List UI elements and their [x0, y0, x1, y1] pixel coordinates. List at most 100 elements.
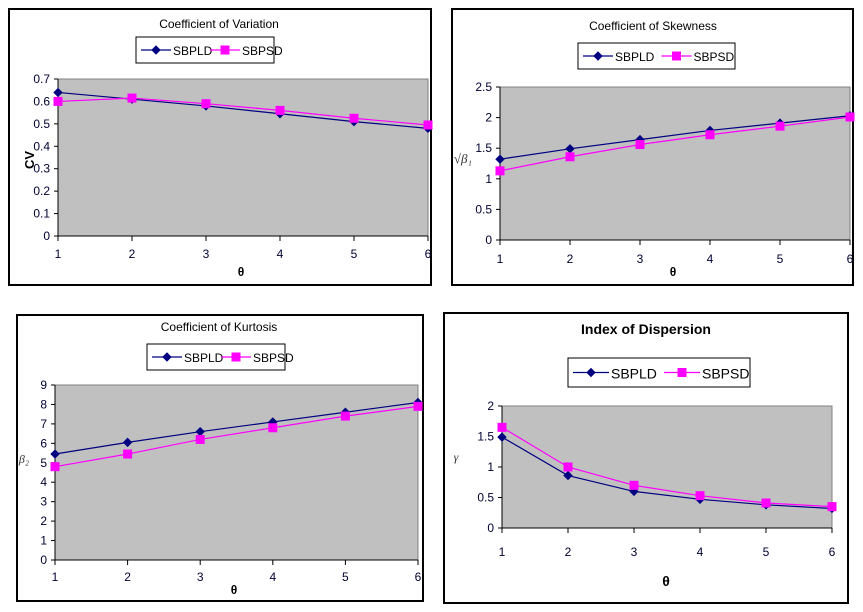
data-point-sbpsd	[275, 105, 285, 115]
x-tick-label: 6	[847, 252, 854, 266]
x-tick-label: 1	[52, 570, 59, 584]
data-point-sbpsd	[635, 140, 645, 150]
y-axis-label: β₂	[18, 452, 29, 466]
data-point-sbpsd	[497, 422, 507, 432]
data-point-sbpsd	[349, 113, 359, 123]
data-point-sbpld	[53, 87, 63, 98]
legend-label-sbpld: SBPLD	[611, 366, 657, 382]
plot-area	[54, 384, 419, 561]
x-tick-label: 4	[269, 570, 276, 584]
y-tick-label: 1.5	[475, 141, 492, 155]
x-axis-label: θ	[238, 265, 245, 279]
legend-box	[135, 36, 275, 64]
data-point-sbpsd	[629, 480, 639, 490]
data-point-sbpsd	[50, 462, 60, 472]
legend-marker-sbpld	[586, 367, 596, 378]
data-point-sbpsd	[195, 434, 205, 444]
series-line-sbpsd	[501, 426, 833, 508]
chart-title: Index of Dispersion	[581, 321, 711, 337]
data-point-sbpld	[122, 437, 133, 448]
data-point-sbpsd	[565, 152, 575, 162]
data-point-sbpsd	[123, 449, 133, 459]
legend-label-sbpld: SBPLD	[173, 44, 213, 58]
y-tick-label: 0.4	[33, 139, 50, 153]
legend-label-sbpsd: SBPSD	[694, 50, 735, 64]
legend-marker-sbpld	[162, 352, 172, 362]
legend-marker-sbpsd	[220, 45, 230, 55]
y-tick-label: 6	[40, 436, 47, 450]
x-axis-label: θ	[670, 265, 677, 279]
x-tick-label: 5	[351, 247, 358, 261]
y-tick-label: 3	[40, 495, 47, 509]
y-tick-label: 2	[485, 111, 492, 125]
data-point-sbpsd	[53, 96, 63, 106]
y-tick-label: 7	[40, 417, 47, 431]
series-line-sbpld	[501, 436, 833, 510]
data-point-sbpsd	[695, 491, 705, 501]
x-tick-label: 4	[707, 252, 714, 266]
legend-marker-sbpsd	[231, 352, 241, 362]
x-tick-label: 5	[777, 252, 784, 266]
data-point-sbpsd	[563, 462, 573, 472]
x-tick-label: 2	[129, 247, 136, 261]
y-tick-label: 0	[487, 521, 494, 535]
x-tick-label: 6	[415, 570, 422, 584]
data-point-sbpld	[497, 432, 507, 442]
chart-title: Coefficient of Kurtosis	[161, 320, 278, 334]
x-tick-label: 1	[499, 545, 506, 559]
y-axis-label: CV	[22, 151, 37, 169]
chart-title: Coefficient of Skewness	[589, 19, 717, 33]
x-tick-label: 5	[763, 545, 770, 559]
x-tick-label: 4	[277, 247, 284, 261]
chart-dispersion: 0 0.5 1 1.5 2 1 2 3 4 5 6 Index of Dispersion θ γ SBPL…	[454, 321, 837, 589]
y-tick-label: 8	[40, 397, 47, 411]
y-tick-label: 0.5	[477, 491, 494, 505]
plot-area	[499, 86, 851, 241]
plot-area	[501, 405, 833, 529]
y-tick-label: 2	[487, 399, 494, 413]
chart-title: Coefficient of Variation	[159, 17, 279, 31]
y-tick-label: 0.2	[33, 184, 50, 198]
data-point-sbpsd	[827, 502, 837, 512]
data-point-sbpld	[563, 470, 573, 481]
y-tick-label: 0	[43, 229, 50, 243]
x-tick-label: 3	[197, 570, 204, 584]
y-tick-label: 0.1	[33, 207, 50, 221]
x-tick-label: 2	[567, 252, 574, 266]
legend-label-sbpsd: SBPSD	[702, 366, 749, 382]
y-tick-label: 1.5	[477, 430, 494, 444]
y-tick-label: 1	[485, 172, 492, 186]
x-tick-label: 1	[497, 252, 504, 266]
series-line-sbpsd	[54, 405, 419, 468]
data-point-sbpsd	[340, 411, 350, 421]
y-tick-label: 0.3	[33, 162, 50, 176]
data-point-sbpld	[495, 154, 505, 164]
chart-skewness: 0 0.5 1 1.5 2 2.5 1 2 3 4 5 6 Coefficient of Skewnes…	[454, 19, 855, 279]
x-tick-label: 2	[124, 570, 131, 584]
legend-label-sbpld: SBPLD	[615, 50, 655, 64]
y-tick-label: 1	[487, 460, 494, 474]
plot-area	[57, 78, 429, 237]
x-axis-label: θ	[662, 573, 670, 589]
x-tick-label: 2	[565, 545, 572, 559]
legend-marker-sbpld	[593, 51, 603, 61]
legend-label-sbpld: SBPLD	[184, 351, 224, 365]
x-tick-label: 3	[631, 545, 638, 559]
x-tick-label: 6	[425, 247, 432, 261]
legend: SBPLD SBPSD	[567, 357, 751, 388]
y-axis-label: γ	[454, 450, 459, 464]
series-line-sbpsd	[499, 116, 851, 172]
y-tick-label: 0.7	[33, 72, 50, 86]
y-tick-label: 0.6	[33, 94, 50, 108]
data-point-sbpsd	[761, 498, 771, 508]
x-tick-label: 5	[342, 570, 349, 584]
y-tick-label: 5	[40, 456, 47, 470]
x-tick-label: 3	[203, 247, 210, 261]
legend-box	[146, 343, 286, 371]
legend: SBPLD SBPSD	[146, 343, 294, 371]
x-tick-label: 3	[637, 252, 644, 266]
x-tick-label: 4	[697, 545, 704, 559]
data-point-sbpsd	[845, 112, 855, 122]
legend-label-sbpsd: SBPSD	[242, 44, 283, 58]
